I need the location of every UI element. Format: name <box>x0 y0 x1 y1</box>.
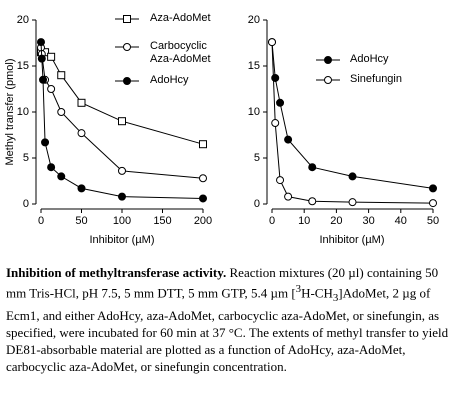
series-line <box>40 47 204 179</box>
legend-label: Sinefungin <box>350 73 402 85</box>
x-tick-label: 50 <box>75 215 87 227</box>
y-tick-label: 20 <box>17 14 29 26</box>
charts: Methyl transfer (pmol) Inhibitor (µM) In… <box>4 14 439 246</box>
data-point <box>268 38 276 47</box>
data-point <box>271 119 280 128</box>
caption-sup: 3 <box>295 283 302 295</box>
data-point <box>118 166 126 175</box>
data-point <box>37 38 45 47</box>
x-tick-label: 100 <box>113 215 131 227</box>
data-point <box>199 174 207 183</box>
data-point <box>77 98 86 107</box>
data-point <box>57 172 66 181</box>
data-point <box>118 192 126 201</box>
caption-text: ]AdoMet, 2 µg of Ecm1, and either AdoHcy… <box>6 285 449 374</box>
data-point <box>276 176 285 185</box>
data-point <box>57 71 66 80</box>
x-axis-label: Inhibitor (µM) <box>89 234 154 246</box>
data-point <box>199 140 207 149</box>
legend-marker <box>123 43 131 51</box>
data-point <box>429 184 437 193</box>
x-axis-label: Inhibitor (µM) <box>319 234 384 246</box>
caption: Inhibition of methyltransferase activity… <box>6 264 452 375</box>
x-tick-label: 40 <box>395 215 407 227</box>
legend-label: AdoHcy <box>350 53 389 65</box>
x-tick-label: 0 <box>38 215 44 227</box>
x-tick-label: 200 <box>194 215 212 227</box>
data-point <box>284 192 293 201</box>
x-tick-label: 0 <box>269 215 275 227</box>
data-point <box>271 73 280 82</box>
data-point <box>37 54 46 63</box>
legend-marker <box>324 56 332 64</box>
y-tick-label: 10 <box>248 106 260 118</box>
legend-label: AdoHcy <box>150 74 189 86</box>
data-point <box>47 52 56 61</box>
x-tick-label: 150 <box>153 215 171 227</box>
x-tick-label: 10 <box>298 215 310 227</box>
data-point <box>276 98 285 107</box>
caption-text: H-CH <box>301 285 333 301</box>
y-axis-label: Methyl transfer (pmol) <box>4 59 16 166</box>
data-point <box>308 163 317 172</box>
legend-marker <box>123 77 131 85</box>
x-tick-label: 50 <box>427 215 439 227</box>
caption-text: Reaction mixtures (20 µl) containing 50 … <box>6 265 439 301</box>
x-tick-label: 30 <box>362 215 374 227</box>
data-point <box>284 135 293 144</box>
data-point <box>199 194 207 203</box>
legend-marker <box>123 15 131 23</box>
data-point <box>348 172 357 181</box>
legend-label: Carbocyclic Aza-AdoMet <box>150 40 211 65</box>
data-point <box>47 85 56 93</box>
y-tick-label: 15 <box>17 60 29 72</box>
legend-label: Aza-AdoMet <box>150 12 211 24</box>
data-point <box>47 163 56 172</box>
data-point <box>118 117 126 126</box>
y-tick-label: 10 <box>17 106 29 118</box>
y-tick-label: 0 <box>254 198 260 210</box>
data-point <box>429 199 437 208</box>
caption-sub: 3 <box>332 291 339 304</box>
y-tick-label: 5 <box>23 152 29 164</box>
x-tick-label: 20 <box>330 215 342 227</box>
y-tick-label: 20 <box>248 14 260 26</box>
series-line <box>41 51 204 145</box>
data-point <box>308 197 317 206</box>
data-point <box>39 75 48 84</box>
data-point <box>77 129 86 138</box>
caption-title: Inhibition of methyltransferase activity… <box>6 265 227 280</box>
legend-marker <box>324 76 332 84</box>
y-tick-label: 0 <box>23 198 29 210</box>
data-point <box>41 138 50 147</box>
data-point <box>348 198 357 207</box>
data-point <box>57 108 66 116</box>
y-tick-label: 5 <box>254 152 260 164</box>
data-point <box>77 184 86 193</box>
y-tick-label: 15 <box>248 60 260 72</box>
